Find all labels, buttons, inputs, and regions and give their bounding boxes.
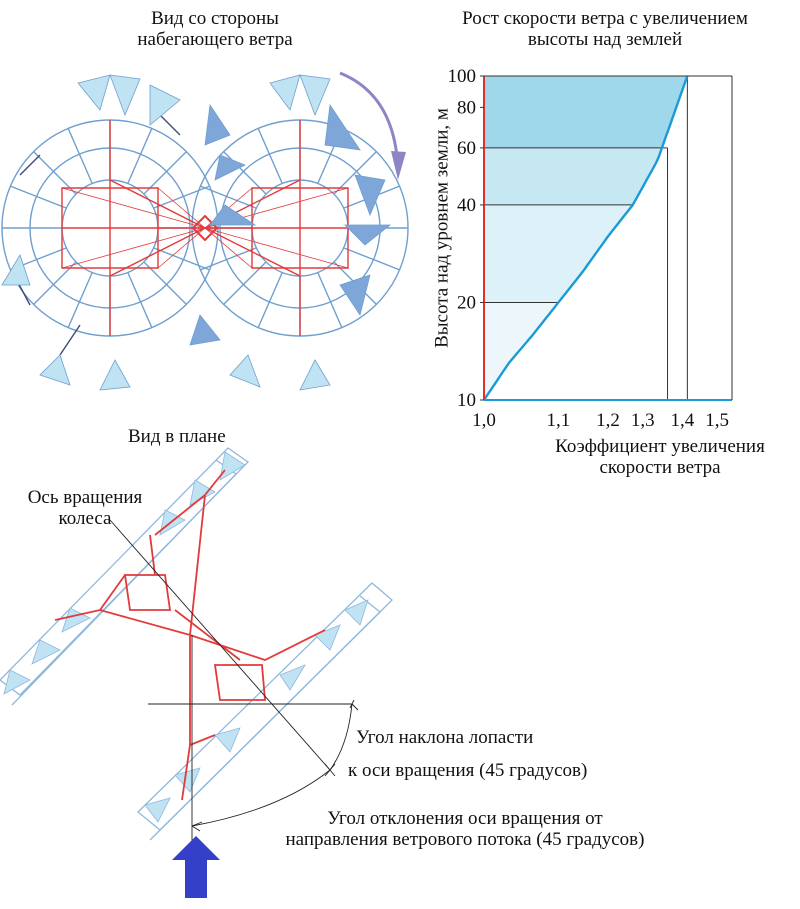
deviation-label-line1: Угол отклонения оси вращения от [327, 808, 603, 829]
chart-x-tick-5: 1,5 [705, 410, 729, 431]
chart-x-tick-4: 1,4 [671, 410, 695, 431]
rotation-axis-label-line2: колеса [58, 508, 112, 529]
chart-y-tick-0: 10 [457, 390, 476, 411]
front-view-title: Вид со стороны набегающего ветра [80, 8, 350, 50]
blade-angle-label: Угол наклона лопасти [356, 727, 533, 748]
chart-x-tick-1: 1,1 [547, 410, 571, 431]
blade-angle-label-line2: к оси вращения (45 градусов) [348, 760, 588, 781]
front-view-title-line1: Вид со стороны [151, 8, 279, 29]
chart-title-line1: Рост скорости ветра с увеличением [462, 8, 748, 29]
front-view-panels [1, 74, 331, 391]
chart-title-line2: высоты над землей [527, 29, 683, 50]
front-view-panels-dark [189, 103, 392, 346]
chart-band-2 [484, 147, 662, 205]
chart-x-axis-label: Коэффициент увеличения скорости ветра [515, 436, 800, 478]
chart-title: Рост скорости ветра с увеличением высоты… [420, 8, 790, 50]
chart-band-1 [484, 204, 633, 303]
blade-angle-label-2: к оси вращения (45 градусов) [348, 760, 587, 781]
deviation-label-line2: направления ветрового потока (45 градусо… [285, 829, 645, 850]
chart-x-tick-0: 1,0 [472, 410, 496, 431]
chart-x-tick-2: 1,2 [596, 410, 620, 431]
chart-x-axis-label-line2: скорости ветра [599, 457, 721, 478]
plan-view-title: Вид в плане [128, 426, 226, 447]
blade-angle-label-line1: Угол наклона лопасти [356, 727, 534, 748]
chart-y-tick-4: 80 [457, 97, 476, 118]
rotation-axis-line [109, 519, 331, 771]
chart-x-axis-label-line1: Коэффициент увеличения [555, 436, 765, 457]
rotation-axis-label: Ось вращения колеса [10, 487, 160, 529]
chart-y-tick-5: 100 [448, 66, 477, 87]
chart-y-tick-2: 40 [457, 195, 476, 216]
chart-x-tick-3: 1,3 [631, 410, 655, 431]
chart-series-line [483, 75, 689, 401]
deviation-label: Угол отклонения оси вращения от направле… [230, 808, 700, 850]
wind-direction-arrow [172, 836, 220, 898]
blade-lower [137, 582, 393, 841]
front-view-title-line2: набегающего ветра [137, 29, 293, 50]
front-view-drawing [1, 71, 409, 391]
blade-angle-arc [329, 703, 353, 771]
deviation-arc [191, 769, 331, 827]
rotation-axis-label-line1: Ось вращения [27, 487, 143, 508]
chart-y-tick-3: 60 [457, 138, 476, 159]
chart-band-0 [484, 302, 559, 400]
hub-frame [54, 469, 326, 801]
chart-y-tick-1: 20 [457, 292, 476, 313]
chart-band-3 [484, 76, 688, 148]
